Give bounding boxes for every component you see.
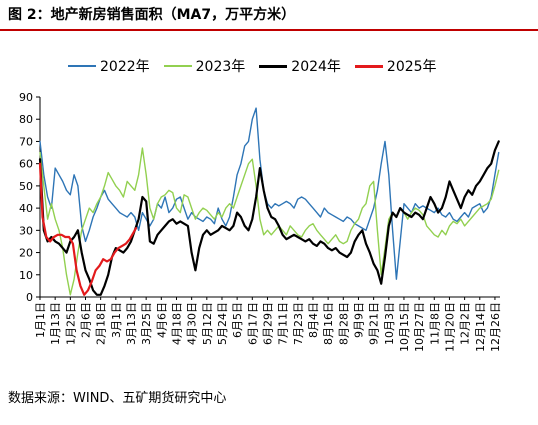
axes: 0 10 20 30 40 50 60 70 80 90 1月1日 1月13日 1月25日 2月6日 2月1… [19,91,502,352]
legend-item-2023: 2023年 [163,56,246,76]
series-line-2023 [39,147,500,296]
y-tick-label: 20 [19,247,33,260]
y-tick-label: 30 [19,224,33,237]
x-tick-label: 1月25日 [64,302,77,345]
legend-label: 2025年 [386,59,437,75]
x-tick-label: 2月18日 [95,302,108,345]
x-tick-label: 12月26日 [489,302,502,352]
legend-swatch [259,64,288,68]
x-tick-label: 3月1日 [110,302,123,338]
x-tick-label: 2月6日 [79,302,92,338]
x-tick-label: 9月21日 [368,302,381,345]
y-tick-label: 40 [19,202,33,215]
y-tick-label: 60 [19,158,33,171]
y-tick-label: 90 [19,91,33,104]
x-tick-label: 10月15日 [398,302,411,352]
x-tick-label: 11月20日 [443,302,456,352]
x-tick-label: 3月25日 [140,302,153,345]
series-line-2025 [38,162,138,296]
x-tick-label: 3月13日 [125,302,138,345]
x-tick-label: 11月8日 [428,302,441,345]
x-tick-label: 6月5日 [231,302,244,338]
x-tick-label: 4月30日 [186,302,199,345]
y-tick-label: 80 [19,113,33,126]
x-tick-label: 9月9日 [352,302,365,338]
x-tick-label: 5月12日 [201,302,214,345]
x-tick-label: 8月28日 [337,302,350,345]
source-note: 数据来源：WIND、五矿期货研究中心 [8,391,227,406]
series-group [38,107,500,296]
title-rule [0,29,538,31]
chart-legend: 2022年 2023年 2024年 2025年 [68,56,451,76]
x-tick-label: 7月11日 [277,302,290,345]
legend-label: 2022年 [100,59,150,75]
x-tick-label: 6月17日 [246,302,259,345]
x-tick-label: 4月6日 [155,302,168,338]
x-tick-label: 7月23日 [292,302,305,345]
series-line-2024 [38,140,500,296]
legend-swatch [163,65,192,67]
x-tick-label: 12月2日 [459,302,472,345]
legend-item-2025: 2025年 [354,56,437,76]
figure-title: 图 2：地产新房销售面积（MA7，万平方米） [8,7,296,23]
legend-item-2024: 2024年 [259,56,341,76]
y-tick-label: 0 [26,291,33,304]
x-tick-label: 8月16日 [322,302,335,345]
x-tick-label: 10月3日 [383,302,396,345]
x-tick-label: 10月27日 [413,302,426,352]
x-tick-label: 1月1日 [34,302,47,338]
x-tick-label: 8月4日 [307,302,320,338]
legend-swatch [68,65,96,67]
line-chart: 0 10 20 30 40 50 60 70 80 90 1月1日 1月13日 1月25日 2月6日 2月1… [19,91,502,352]
series-line-2022 [39,107,500,280]
y-tick-label: 50 [19,180,33,193]
legend-item-2022: 2022年 [68,56,150,76]
y-tick-label: 10 [19,269,33,282]
x-tick-label: 12月14日 [474,302,487,352]
legend-label: 2024年 [291,59,341,75]
y-tick-label: 70 [19,135,33,148]
x-tick-label: 4月18日 [170,302,183,345]
legend-label: 2023年 [195,59,246,75]
x-tick-label: 1月13日 [49,302,62,345]
x-tick-label: 5月24日 [216,302,229,345]
legend-swatch [354,64,383,68]
x-tick-label: 6月29日 [261,302,274,345]
